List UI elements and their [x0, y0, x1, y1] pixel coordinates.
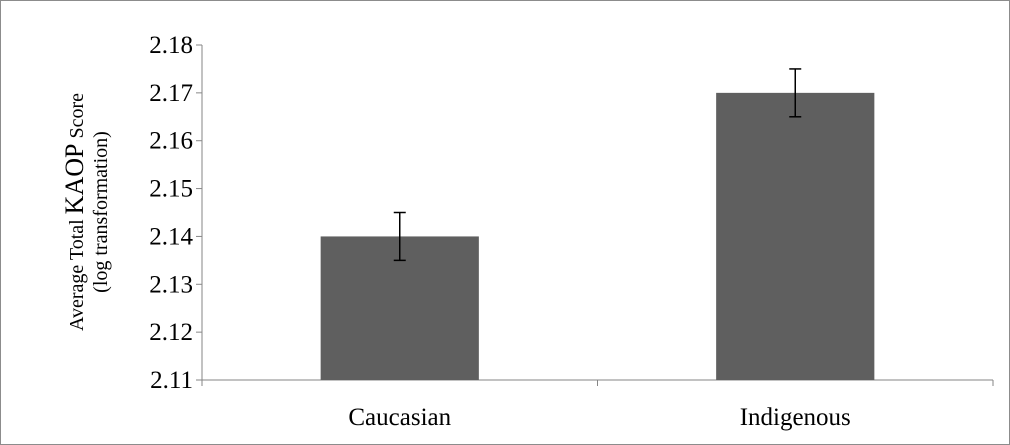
error-bars — [393, 68, 802, 262]
bars — [320, 92, 875, 380]
y-tick-label: 2.17 — [149, 80, 193, 107]
y-ticks: 2.11 2.12 2.13 2.14 2.15 2.16 2.17 2.18 — [149, 32, 202, 394]
y-tick-label: 2.18 — [149, 32, 193, 59]
y-axis-title-prefix: Average Total — [66, 214, 88, 331]
y-axis-title-emph: KAOP — [60, 144, 89, 215]
y-tick-label: 2.13 — [149, 271, 193, 298]
y-axis-title-suffix: Score — [66, 93, 88, 144]
x-ticks — [201, 380, 994, 386]
x-tick-label-indigenous: Indigenous — [740, 404, 851, 431]
bar-indigenous — [716, 92, 875, 380]
y-axis-title-line1: Average Total KAOP Score — [60, 93, 89, 331]
y-tick-label: 2.15 — [149, 176, 193, 203]
y-tick-label: 2.11 — [150, 367, 193, 394]
y-tick-label: 2.14 — [149, 223, 193, 250]
x-tick-label-caucasian: Caucasian — [348, 404, 451, 431]
y-axis-title-line2: (log transformation) — [90, 131, 112, 293]
x-tick-labels: Caucasian Indigenous — [348, 404, 850, 431]
y-axis-title: Average Total KAOP Score (log transforma… — [60, 93, 112, 331]
y-tick-label: 2.16 — [149, 128, 193, 155]
y-tick-label: 2.12 — [149, 319, 193, 346]
